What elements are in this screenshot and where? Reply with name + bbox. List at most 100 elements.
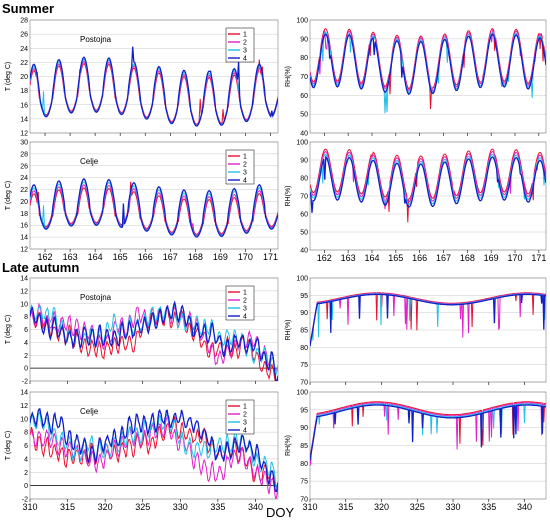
y-tick-label: 60: [300, 212, 308, 219]
chart-panel: 70 75 80 85 90 95 100 310 315 320 325 330 335 340 RH(%…: [285, 390, 547, 512]
legend-label: 3: [243, 170, 247, 177]
legend-label: 1: [243, 404, 247, 411]
y-tick-label: 85: [300, 443, 308, 450]
y-tick-label: 75: [300, 362, 308, 369]
legend-label: 2: [243, 298, 247, 305]
legend-label: 4: [243, 428, 247, 435]
x-tick-label: 310: [302, 502, 317, 512]
y-tick-label: 80: [300, 55, 308, 62]
y-tick-label: 24: [20, 46, 28, 53]
x-tick-label: 340: [248, 502, 263, 512]
x-tick-label: 162: [38, 252, 53, 262]
y-axis-label: T (deg C): [5, 62, 12, 91]
x-tick-label: 167: [163, 252, 178, 262]
x-tick-label: 335: [210, 502, 225, 512]
plot-frame: [309, 141, 547, 251]
legend-label: 2: [243, 412, 247, 419]
y-tick-label: 28: [20, 151, 28, 158]
y-tick-label: 70: [300, 380, 308, 387]
y-tick-label: 2: [24, 353, 28, 360]
y-axis-label: T (deg C): [5, 181, 12, 210]
x-tick-label: 340: [517, 502, 532, 512]
series-line-3: [30, 411, 278, 488]
section-title-late-autumn: Late autumn: [2, 260, 79, 275]
y-tick-label: 100: [296, 390, 308, 397]
site-label: Celje: [80, 407, 99, 416]
legend-label: 3: [243, 420, 247, 427]
y-tick-label: 90: [300, 36, 308, 43]
x-tick-label: 162: [317, 253, 332, 263]
y-tick-label: 12: [20, 403, 28, 410]
x-tick-label: 165: [113, 252, 128, 262]
chart-panel: 70 75 80 85 90 95 100 RH(%): [285, 276, 547, 387]
y-axis-label: RH(%): [285, 435, 292, 456]
chart-panel: 40 50 60 70 80 90 100 RH(%): [285, 18, 547, 138]
y-tick-label: 70: [300, 497, 308, 504]
y-tick-label: 90: [300, 425, 308, 432]
y-tick-label: 14: [20, 116, 28, 123]
plot-frame: [309, 391, 547, 500]
series-line-2: [310, 402, 546, 466]
y-tick-label: 70: [300, 74, 308, 81]
legend-label: 1: [243, 32, 247, 39]
x-tick-label: 169: [484, 253, 499, 263]
y-tick-label: 60: [300, 93, 308, 100]
y-tick-label: 14: [20, 235, 28, 242]
x-tick-label: 320: [374, 502, 389, 512]
y-tick-label: 30: [20, 140, 28, 147]
y-tick-label: 80: [300, 461, 308, 468]
y-tick-label: 2: [24, 470, 28, 477]
x-tick-label: 166: [138, 252, 153, 262]
x-tick-label: 325: [135, 502, 150, 512]
y-tick-label: 16: [20, 223, 28, 230]
x-tick-label: 320: [98, 502, 113, 512]
series-line-1: [310, 401, 546, 458]
series-line-4: [310, 155, 546, 213]
series-line-1: [310, 292, 546, 345]
legend-label: 3: [243, 306, 247, 313]
series-line-2: [310, 151, 546, 210]
y-tick-label: 12: [20, 247, 28, 254]
y-tick-label: 70: [300, 194, 308, 201]
legend-label: 2: [243, 162, 247, 169]
y-tick-label: -2: [22, 379, 28, 386]
y-tick-label: 18: [20, 211, 28, 218]
y-tick-label: 90: [300, 158, 308, 165]
y-tick-label: 0: [24, 366, 28, 373]
y-tick-label: 95: [300, 407, 308, 414]
series-line-4: [30, 407, 278, 493]
x-tick-label: 164: [364, 253, 379, 263]
section-title-summer: Summer: [2, 1, 54, 16]
legend-label: 3: [243, 48, 247, 55]
x-tick-label: 163: [63, 252, 78, 262]
y-tick-label: 75: [300, 479, 308, 486]
site-label: Celje: [80, 157, 99, 166]
y-tick-label: 100: [296, 18, 308, 25]
y-axis-label: T (deg C): [5, 431, 12, 460]
series-line-4: [310, 293, 546, 347]
y-axis-label: T (deg C): [5, 315, 12, 344]
legend-label: 4: [243, 314, 247, 321]
x-tick-label: 170: [507, 253, 522, 263]
y-tick-label: -2: [22, 497, 28, 504]
x-tick-label: 315: [338, 502, 353, 512]
y-tick-label: 4: [24, 456, 28, 463]
series-line-4: [310, 404, 546, 461]
x-tick-label: 330: [173, 502, 188, 512]
x-axis-label: DOY: [266, 505, 295, 520]
site-label: Postojna: [80, 293, 112, 302]
y-tick-label: 20: [20, 199, 28, 206]
y-axis-label: RH(%): [285, 186, 292, 207]
y-tick-label: 6: [24, 443, 28, 450]
x-tick-label: 171: [531, 253, 546, 263]
y-tick-label: 4: [24, 340, 28, 347]
x-tick-label: 169: [213, 252, 228, 262]
y-tick-label: 100: [296, 276, 308, 283]
plot-frame: [309, 277, 547, 383]
y-tick-label: 22: [20, 187, 28, 194]
x-tick-label: 166: [412, 253, 427, 263]
